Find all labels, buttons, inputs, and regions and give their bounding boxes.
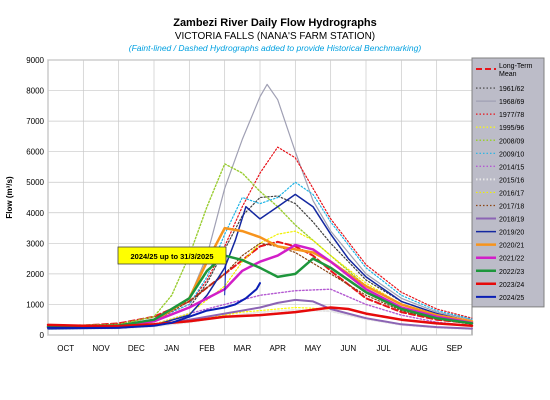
legend-label: 2018/19	[499, 217, 524, 224]
series-line	[47, 282, 261, 329]
legend-label: 1968/69	[499, 99, 524, 106]
x-tick-label: OCT	[57, 344, 74, 353]
y-tick-label: 1000	[26, 300, 44, 309]
x-tick-label: JAN	[164, 344, 179, 353]
chart-note: (Faint-lined / Dashed Hydrographs added …	[128, 43, 422, 53]
y-tick-label: 0	[40, 331, 45, 340]
x-tick-label: JUL	[377, 344, 392, 353]
legend-label: 2019/20	[499, 230, 524, 237]
legend-label: 1977/78	[499, 112, 524, 119]
chart-title: Zambezi River Daily Flow Hydrographs	[173, 17, 377, 29]
legend-label: 2009/10	[499, 151, 524, 158]
y-tick-label: 9000	[26, 56, 44, 65]
legend-label: 2021/22	[499, 256, 524, 263]
legend-label: 2020/21	[499, 243, 524, 250]
legend-label: 1995/96	[499, 125, 524, 132]
series-line	[47, 288, 473, 329]
legend-label: 2017/18	[499, 204, 524, 211]
y-tick-label: 4000	[26, 209, 44, 218]
legend-label: 2022/23	[499, 269, 524, 276]
x-tick-label: JUN	[341, 344, 357, 353]
legend-label: 1961/62	[499, 86, 524, 93]
legend-label: 2023/24	[499, 282, 524, 289]
x-tick-label: FEB	[199, 344, 215, 353]
x-tick-label: SEP	[446, 344, 462, 353]
series-line	[47, 193, 473, 330]
series-line	[46, 243, 474, 329]
y-axis-label: Flow (m³/s)	[5, 176, 14, 219]
series-line	[46, 306, 474, 328]
legend-label: 2014/15	[499, 164, 524, 171]
legend-label: Long-Term	[499, 63, 533, 70]
x-tick-label: DEC	[128, 344, 145, 353]
y-tick-label: 3000	[26, 239, 44, 248]
y-tick-label: 2000	[26, 270, 44, 279]
annotation-box	[117, 246, 227, 265]
x-tick-label: NOV	[92, 344, 110, 353]
x-tick-label: MAY	[305, 344, 322, 353]
x-tick-label: MAR	[233, 344, 251, 353]
series-line	[47, 195, 473, 328]
legend-label: 2016/17	[499, 190, 524, 197]
chart-subtitle: VICTORIA FALLS (NANA'S FARM STATION)	[174, 31, 376, 42]
legend-label: Mean	[499, 71, 517, 78]
y-tick-label: 8000	[26, 87, 44, 96]
series-line	[46, 254, 474, 328]
legend-panel	[471, 57, 545, 308]
legend-label: 2008/09	[499, 138, 524, 145]
legend-label: 2024/25	[499, 295, 524, 302]
annotation-label: 2024/25 up to 31/3/2025	[131, 252, 214, 261]
y-tick-label: 7000	[26, 117, 44, 126]
legend-label: 2015/16	[499, 177, 524, 184]
x-tick-label: AUG	[410, 344, 427, 353]
series-line	[47, 181, 473, 327]
x-tick-label: APR	[269, 344, 286, 353]
y-tick-label: 5000	[26, 178, 44, 187]
y-tick-label: 6000	[26, 148, 44, 157]
series-line	[47, 240, 473, 327]
